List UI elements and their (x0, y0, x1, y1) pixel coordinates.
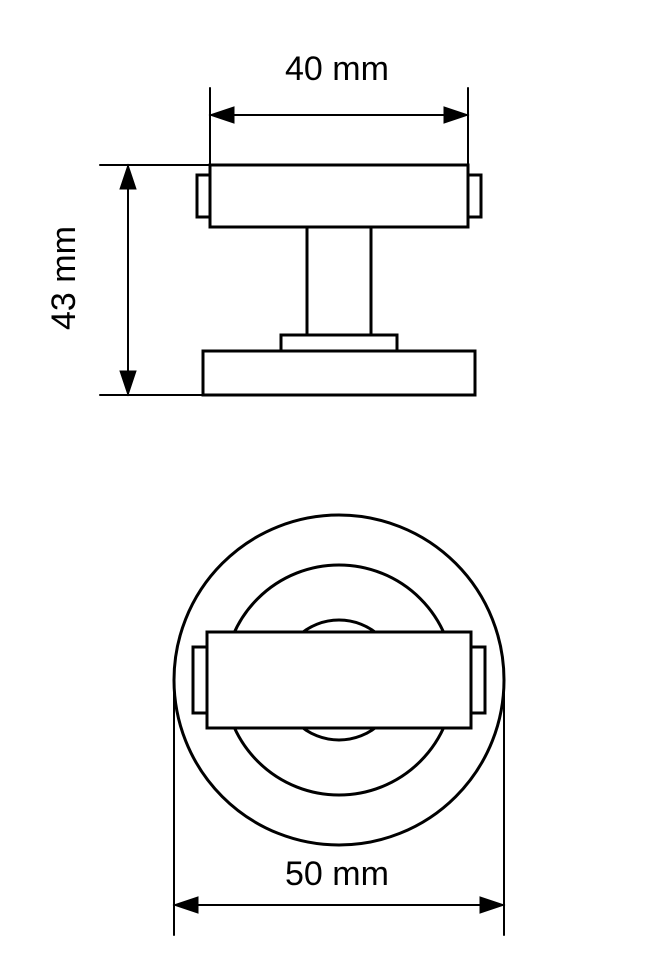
dim-label-43mm: 43 mm (45, 226, 84, 330)
technical-drawing-svg (0, 0, 671, 956)
drawing-canvas: 40 mm 43 mm 50 mm (0, 0, 671, 956)
dim-label-50mm: 50 mm (285, 855, 389, 894)
dim-label-40mm: 40 mm (285, 50, 389, 89)
